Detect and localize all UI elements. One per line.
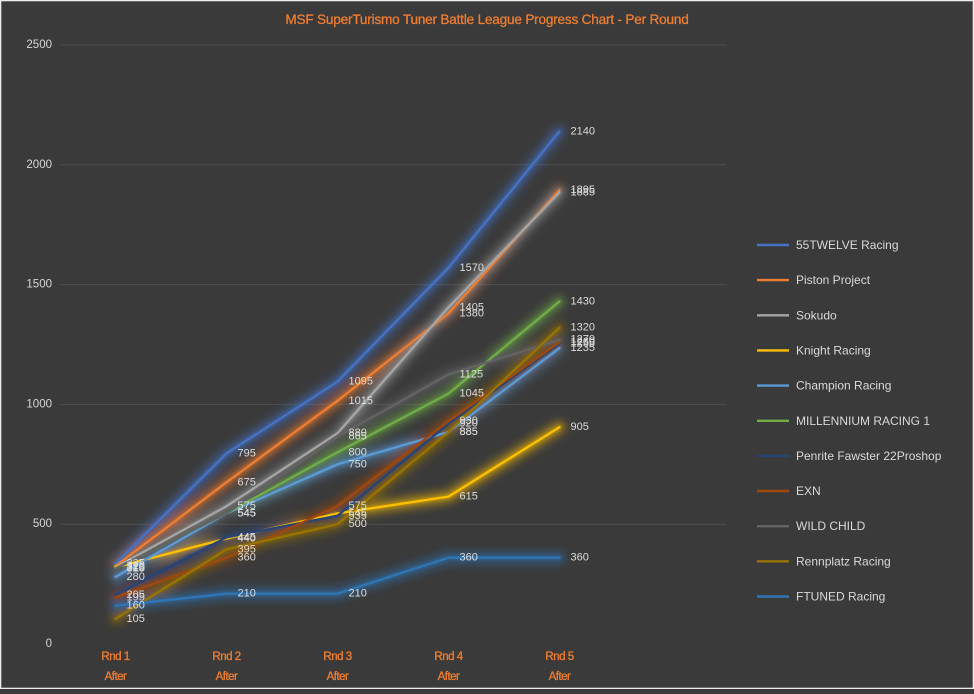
svg-text:Rnd 5: Rnd 5 bbox=[545, 651, 573, 663]
svg-text:1270: 1270 bbox=[571, 334, 595, 346]
svg-text:2500: 2500 bbox=[26, 39, 52, 51]
svg-text:920: 920 bbox=[460, 418, 478, 430]
svg-text:545: 545 bbox=[238, 507, 256, 519]
svg-text:535: 535 bbox=[349, 510, 367, 522]
svg-text:1260: 1260 bbox=[571, 336, 595, 348]
svg-text:205: 205 bbox=[127, 589, 145, 601]
svg-text:930: 930 bbox=[460, 415, 478, 427]
svg-text:885: 885 bbox=[460, 426, 478, 438]
svg-text:1500: 1500 bbox=[26, 279, 52, 291]
svg-text:1015: 1015 bbox=[349, 395, 373, 407]
svg-text:EXN: EXN bbox=[796, 484, 821, 498]
svg-text:1235: 1235 bbox=[571, 342, 595, 354]
svg-text:575: 575 bbox=[238, 500, 256, 512]
svg-text:Rnd 4: Rnd 4 bbox=[434, 651, 463, 663]
svg-text:1045: 1045 bbox=[460, 388, 484, 400]
svg-text:After: After bbox=[549, 671, 571, 683]
svg-text:160: 160 bbox=[127, 600, 145, 612]
svg-text:1320: 1320 bbox=[571, 322, 595, 334]
svg-text:210: 210 bbox=[349, 588, 367, 600]
svg-text:885: 885 bbox=[460, 426, 478, 438]
svg-text:1380: 1380 bbox=[460, 307, 484, 319]
svg-text:545: 545 bbox=[349, 507, 367, 519]
svg-text:2140: 2140 bbox=[571, 125, 595, 137]
svg-text:2000: 2000 bbox=[26, 159, 52, 171]
svg-text:Champion Racing: Champion Racing bbox=[796, 379, 891, 393]
svg-text:1895: 1895 bbox=[571, 184, 595, 196]
svg-text:MSF SuperTurismo Tuner Battle: MSF SuperTurismo Tuner Battle League Pro… bbox=[285, 12, 688, 27]
svg-text:55TWELVE Racing: 55TWELVE Racing bbox=[796, 238, 899, 252]
svg-text:280: 280 bbox=[127, 571, 145, 583]
svg-text:After: After bbox=[105, 671, 127, 683]
svg-text:1430: 1430 bbox=[571, 295, 595, 307]
svg-text:1885: 1885 bbox=[571, 186, 595, 198]
svg-text:0: 0 bbox=[46, 638, 52, 650]
svg-text:750: 750 bbox=[349, 458, 367, 470]
svg-text:Rnd 2: Rnd 2 bbox=[212, 651, 240, 663]
svg-text:500: 500 bbox=[349, 518, 367, 530]
svg-text:Rennplatz Racing: Rennplatz Racing bbox=[796, 554, 891, 568]
svg-text:675: 675 bbox=[238, 476, 256, 488]
svg-text:105: 105 bbox=[127, 613, 145, 625]
svg-text:After: After bbox=[216, 671, 238, 683]
svg-text:315: 315 bbox=[127, 563, 145, 575]
svg-text:1570: 1570 bbox=[460, 262, 484, 274]
svg-text:After: After bbox=[438, 671, 460, 683]
svg-text:Knight Racing: Knight Racing bbox=[796, 343, 871, 357]
svg-text:WILD CHILD: WILD CHILD bbox=[796, 519, 866, 533]
svg-text:1255: 1255 bbox=[571, 337, 595, 349]
svg-text:Penrite Fawster 22Proshop: Penrite Fawster 22Proshop bbox=[796, 449, 942, 463]
svg-text:360: 360 bbox=[460, 552, 478, 564]
svg-text:615: 615 bbox=[460, 491, 478, 503]
svg-text:320: 320 bbox=[127, 561, 145, 573]
svg-text:445: 445 bbox=[238, 531, 256, 543]
svg-text:360: 360 bbox=[571, 552, 589, 564]
svg-text:335: 335 bbox=[127, 558, 145, 570]
svg-text:After: After bbox=[327, 671, 349, 683]
svg-text:360: 360 bbox=[238, 552, 256, 564]
svg-text:325: 325 bbox=[127, 560, 145, 572]
svg-text:MILLENNIUM RACING 1: MILLENNIUM RACING 1 bbox=[796, 414, 930, 428]
svg-text:1095: 1095 bbox=[349, 376, 373, 388]
svg-text:440: 440 bbox=[238, 533, 256, 545]
svg-text:Sokudo: Sokudo bbox=[796, 308, 837, 322]
svg-text:320: 320 bbox=[127, 561, 145, 573]
svg-text:575: 575 bbox=[349, 500, 367, 512]
svg-text:395: 395 bbox=[238, 543, 256, 555]
svg-text:315: 315 bbox=[127, 563, 145, 575]
svg-text:545: 545 bbox=[238, 507, 256, 519]
svg-text:FTUNED Racing: FTUNED Racing bbox=[796, 590, 885, 604]
svg-text:545: 545 bbox=[238, 507, 256, 519]
svg-text:880: 880 bbox=[349, 427, 367, 439]
svg-text:Rnd 1: Rnd 1 bbox=[101, 651, 129, 663]
svg-text:500: 500 bbox=[33, 518, 52, 530]
svg-text:195: 195 bbox=[127, 591, 145, 603]
svg-text:Rnd 3: Rnd 3 bbox=[323, 651, 351, 663]
svg-text:865: 865 bbox=[349, 431, 367, 443]
svg-text:210: 210 bbox=[238, 588, 256, 600]
svg-text:1125: 1125 bbox=[460, 368, 484, 380]
svg-text:Piston Project: Piston Project bbox=[796, 273, 871, 287]
svg-text:1405: 1405 bbox=[460, 301, 484, 313]
svg-text:905: 905 bbox=[571, 421, 589, 433]
svg-text:1000: 1000 bbox=[26, 398, 52, 410]
svg-text:800: 800 bbox=[349, 446, 367, 458]
svg-text:795: 795 bbox=[238, 448, 256, 460]
